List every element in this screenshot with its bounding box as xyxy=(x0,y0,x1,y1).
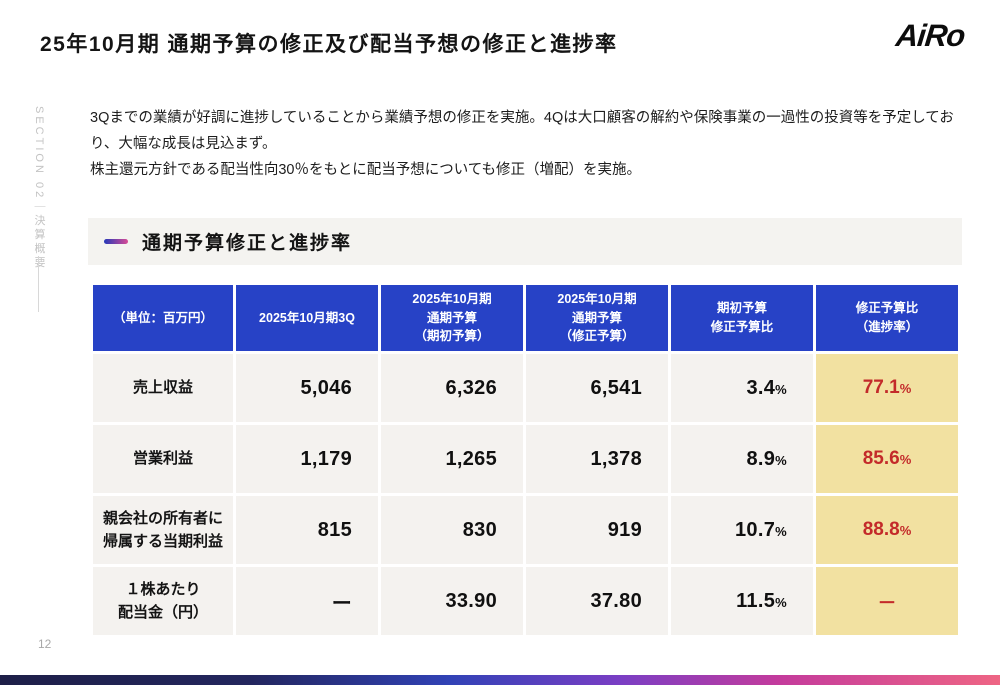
value-cell-q3: ー xyxy=(236,567,378,635)
row-label: 営業利益 xyxy=(93,425,233,493)
page-title: 25年10月期 通期予算の修正及び配当予想の修正と進捗率 xyxy=(40,33,618,56)
intro-text: 3Qまでの業績が好調に進捗していることから業績予想の修正を実施。4Qは大口顧客の… xyxy=(90,105,966,183)
bottom-gradient-bar xyxy=(0,675,1000,685)
section-heading-bar: 通期予算修正と進捗率 xyxy=(88,218,962,265)
row-label: 売上収益 xyxy=(93,354,233,422)
percent-unit: % xyxy=(775,381,787,397)
value-cell-revised: 1,378 xyxy=(526,425,668,493)
progress-unit: % xyxy=(899,452,912,467)
percent-unit: % xyxy=(775,452,787,468)
row-label: １株あたり 配当金（円） xyxy=(93,567,233,635)
table-row-net-profit: 親会社の所有者に 帰属する当期利益 815 830 919 10.7% 88.8… xyxy=(93,496,958,564)
progress-value: － xyxy=(877,592,897,614)
progress-unit: % xyxy=(899,381,912,396)
value-cell-vs-initial: 8.9% xyxy=(671,425,813,493)
value-cell-q3: 815 xyxy=(236,496,378,564)
percent-value: 8.9 xyxy=(746,447,776,470)
value-cell-initial: 6,326 xyxy=(381,354,523,422)
percent-unit: % xyxy=(775,594,787,610)
value-cell-vs-initial: 3.4% xyxy=(671,354,813,422)
progress-cell: 88.8% xyxy=(816,496,958,564)
progress-cell: － xyxy=(816,567,958,635)
row-label: 親会社の所有者に 帰属する当期利益 xyxy=(93,496,233,564)
header-cell-unit: （単位：百万円） xyxy=(93,285,233,351)
value-cell-revised: 37.80 xyxy=(526,567,668,635)
header-cell-vs-initial: 期初予算 修正予算比 xyxy=(671,285,813,351)
header-cell-progress: 修正予算比 （進捗率） xyxy=(816,285,958,351)
value-cell-vs-initial: 11.5% xyxy=(671,567,813,635)
value-cell-initial: 830 xyxy=(381,496,523,564)
progress-unit: % xyxy=(899,523,912,538)
percent-value: 3.4 xyxy=(746,376,776,399)
header-cell-q3: 2025年10月期3Q xyxy=(236,285,378,351)
section-heading: 通期予算修正と進捗率 xyxy=(142,233,353,254)
progress-value: 77.1 xyxy=(862,377,900,398)
header-cell-revised-budget: 2025年10月期 通期予算 （修正予算） xyxy=(526,285,668,351)
value-cell-q3: 5,046 xyxy=(236,354,378,422)
percent-value: 10.7 xyxy=(735,518,776,541)
logo: AiRo xyxy=(893,18,966,53)
table-header-row: （単位：百万円） 2025年10月期3Q 2025年10月期 通期予算 （期初予… xyxy=(93,285,958,351)
header-cell-initial-budget: 2025年10月期 通期予算 （期初予算） xyxy=(381,285,523,351)
value-cell-initial: 1,265 xyxy=(381,425,523,493)
progress-value: 85.6 xyxy=(862,448,900,469)
table-row-revenue: 売上収益 5,046 6,326 6,541 3.4% 77.1% xyxy=(93,354,958,422)
value-cell-vs-initial: 10.7% xyxy=(671,496,813,564)
progress-cell: 77.1% xyxy=(816,354,958,422)
intro-paragraph-2: 株主還元方針である配当性向30％をもとに配当予想についても修正（増配）を実施。 xyxy=(90,162,642,179)
gradient-dash-icon xyxy=(104,239,128,244)
progress-value: 88.8 xyxy=(862,519,900,540)
progress-cell: 85.6% xyxy=(816,425,958,493)
section-label: SECTION 02｜決算概要 xyxy=(33,106,45,271)
table-row-operating-profit: 営業利益 1,179 1,265 1,378 8.9% 85.6% xyxy=(93,425,958,493)
value-cell-initial: 33.90 xyxy=(381,567,523,635)
budget-table: （単位：百万円） 2025年10月期3Q 2025年10月期 通期予算 （期初予… xyxy=(90,282,961,638)
percent-unit: % xyxy=(775,523,787,539)
value-cell-q3: 1,179 xyxy=(236,425,378,493)
intro-paragraph-1: 3Qまでの業績が好調に進捗していることから業績予想の修正を実施。4Qは大口顧客の… xyxy=(90,110,954,153)
value-cell-revised: 6,541 xyxy=(526,354,668,422)
section-divider-line xyxy=(38,256,39,312)
percent-value: 11.5 xyxy=(736,589,776,612)
value-cell-revised: 919 xyxy=(526,496,668,564)
page-number: 12 xyxy=(38,637,52,651)
table-row-dividend: １株あたり 配当金（円） ー 33.90 37.80 11.5% － xyxy=(93,567,958,635)
